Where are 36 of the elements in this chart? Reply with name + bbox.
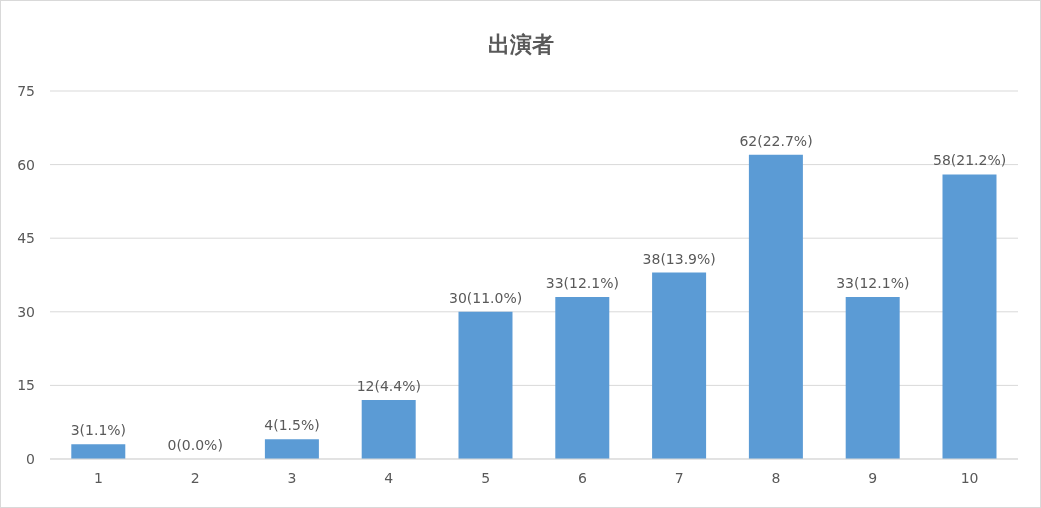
y-tick-label: 0 [26, 450, 35, 467]
y-tick-label: 60 [17, 156, 35, 173]
data-label: 0(0.0%) [167, 437, 223, 453]
bar [264, 439, 319, 459]
x-tick-label: 9 [868, 469, 878, 486]
x-tick-label: 6 [577, 469, 587, 486]
x-tick-label: 2 [190, 469, 200, 486]
bar [361, 400, 416, 459]
x-tick-label: 8 [771, 469, 781, 486]
y-tick-label: 75 [17, 82, 35, 99]
data-label: 33(12.1%) [545, 275, 620, 292]
data-label: 30(11.0%) [448, 289, 523, 306]
x-tick-label: 3 [287, 469, 297, 486]
bar [748, 154, 803, 459]
y-tick-label: 30 [17, 303, 35, 320]
data-label: 62(22.7%) [739, 132, 813, 149]
x-tick-label: 4 [384, 469, 394, 486]
bar [458, 311, 513, 459]
bar [845, 297, 900, 459]
x-tick-label: 10 [960, 469, 979, 486]
data-label: 3(1.1%) [70, 422, 127, 439]
chart-title: 出演者 [486, 31, 555, 59]
data-label: 4(1.5%) [264, 417, 320, 434]
data-label: 38(13.9%) [642, 250, 716, 267]
bar [555, 297, 610, 459]
data-label: 12(4.4%) [356, 378, 421, 395]
x-tick-label: 5 [481, 469, 491, 486]
x-tick-label: 7 [674, 469, 684, 486]
data-label: 58(21.2%) [932, 152, 1007, 169]
bar [71, 444, 126, 459]
bar [942, 174, 997, 459]
y-tick-label: 15 [17, 377, 35, 394]
y-tick-label: 45 [17, 230, 35, 247]
x-tick-label: 1 [93, 469, 103, 486]
bar [652, 272, 707, 459]
data-label: 33(12.1%) [836, 275, 910, 292]
